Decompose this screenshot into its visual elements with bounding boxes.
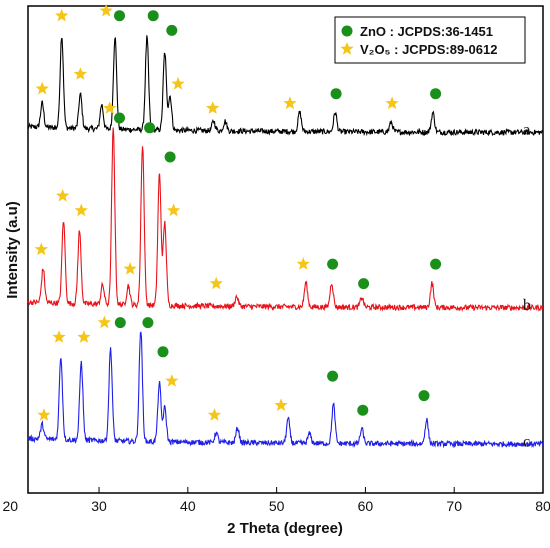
v2o5-peak-marker xyxy=(73,67,87,80)
v2o5-peak-marker xyxy=(103,101,117,114)
series-layer: a b c xyxy=(27,35,544,450)
legend-zno-text: ZnO : JCPDS:36-1451 xyxy=(360,24,493,39)
y-axis-title: Intensity (a.u) xyxy=(4,201,21,299)
v2o5-peak-marker xyxy=(56,188,70,202)
zno-peak-marker xyxy=(327,370,339,382)
x-tick-label: 80 xyxy=(535,498,550,514)
v2o5-peak-marker xyxy=(74,203,88,217)
zno-peak-marker xyxy=(430,258,442,270)
v2o5-peak-marker xyxy=(35,81,49,95)
x-tick-label: 30 xyxy=(91,498,107,514)
x-tick-label: 40 xyxy=(180,498,196,514)
v2o5-peak-marker xyxy=(296,257,310,270)
v2o5-peak-marker xyxy=(171,76,185,90)
zno-peak-marker xyxy=(164,151,176,163)
v2o5-peak-marker xyxy=(123,262,137,275)
zno-peak-marker xyxy=(144,122,156,134)
v2o5-peak-marker xyxy=(34,242,48,256)
zno-peak-marker xyxy=(327,258,339,270)
legend-box xyxy=(334,16,526,64)
v2o5-peak-marker xyxy=(209,276,223,290)
v2o5-peak-marker xyxy=(37,408,51,421)
legend-v2o5-star-icon xyxy=(340,42,354,55)
series-label-a: a xyxy=(523,122,530,139)
zno-peak-marker xyxy=(157,346,169,358)
x-tick-label: 60 xyxy=(358,498,374,514)
v2o5-peak-marker xyxy=(99,3,113,17)
zno-peak-marker xyxy=(147,10,159,22)
x-tick-label: 50 xyxy=(269,498,285,514)
series-line-c xyxy=(27,331,544,449)
v2o5-peak-marker xyxy=(274,398,288,411)
marker-layer xyxy=(34,3,442,421)
x-axis: 20 30 40 50 60 70 80 xyxy=(2,487,550,514)
v2o5-peak-marker xyxy=(52,330,66,343)
zno-peak-marker xyxy=(114,317,126,329)
legend-zno-circle-icon xyxy=(341,25,353,37)
zno-peak-marker xyxy=(418,390,430,402)
series-line-a xyxy=(27,35,544,137)
series-line-b xyxy=(27,127,544,313)
v2o5-peak-marker xyxy=(385,96,399,110)
zno-peak-marker xyxy=(330,88,342,100)
v2o5-peak-marker xyxy=(97,315,111,329)
v2o5-peak-marker xyxy=(206,101,220,114)
legend-v2o5-text: V₂O₅ : JCPDS:89-0612 xyxy=(360,42,497,57)
zno-peak-marker xyxy=(114,112,125,124)
zno-peak-marker xyxy=(430,88,442,100)
v2o5-peak-marker xyxy=(167,203,181,217)
zno-peak-marker xyxy=(166,24,178,36)
plot-frame xyxy=(27,5,544,494)
x-axis-title: 2 Theta (degree) xyxy=(227,520,343,537)
v2o5-peak-marker xyxy=(77,330,91,343)
v2o5-peak-marker xyxy=(165,374,179,387)
v2o5-peak-marker xyxy=(207,408,222,421)
v2o5-peak-marker xyxy=(55,8,69,22)
series-label-c: c xyxy=(523,433,530,450)
x-tick-label: 20 xyxy=(2,498,18,514)
legend: ZnO : JCPDS:36-1451 V₂O₅ : JCPDS:89-0612 xyxy=(334,16,526,64)
zno-peak-marker xyxy=(142,317,154,329)
series-label-b: b xyxy=(523,297,531,314)
zno-peak-marker xyxy=(114,10,125,22)
zno-peak-marker xyxy=(358,278,370,290)
zno-peak-marker xyxy=(357,404,369,416)
v2o5-peak-marker xyxy=(283,96,297,110)
x-tick-label: 70 xyxy=(446,498,462,514)
